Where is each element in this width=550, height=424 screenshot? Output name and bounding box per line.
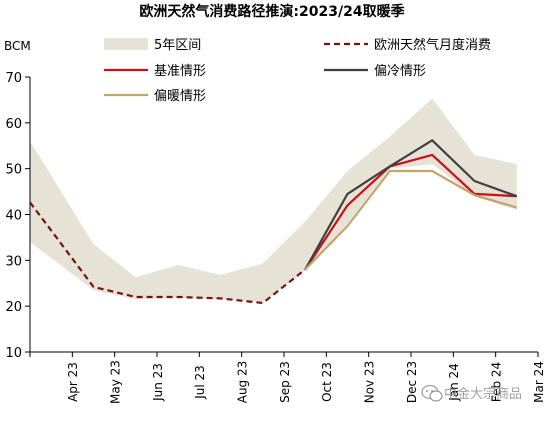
series-line-1	[304, 153, 517, 271]
y-tick-label: 60	[5, 117, 22, 132]
legend-label-1: 欧洲天然气月度消费	[374, 37, 491, 53]
x-tick-label: Aug 23	[236, 361, 250, 404]
range-band	[30, 98, 517, 303]
y-tick-label: 50	[5, 163, 22, 178]
legend-label-0: 5年区间	[154, 38, 201, 53]
legend-swatch-band	[104, 38, 148, 50]
y-tick-label: 40	[5, 209, 22, 224]
series-layer	[29, 139, 518, 305]
x-tick-label: Jan 24	[447, 363, 461, 402]
legend-label-3: 偏冷情形	[374, 64, 426, 79]
y-tick-label: 20	[5, 300, 22, 315]
x-tick-label: Oct 23	[320, 362, 334, 402]
y-tick-label: 30	[5, 254, 22, 269]
x-tick-label: Sep 23	[278, 361, 292, 403]
x-tick-label: Feb 24	[490, 362, 504, 402]
x-tick-label: Dec 23	[405, 361, 419, 403]
y-axis-label: BCM	[4, 39, 31, 53]
legend-label-2: 基准情形	[154, 64, 206, 79]
band-layer	[30, 98, 517, 303]
series-line-2	[304, 139, 518, 271]
series-line-0	[29, 201, 306, 305]
x-tick-label: Jun 23	[151, 363, 165, 402]
legend-label-4: 偏暖情形	[154, 89, 206, 104]
watermark-text: 中金大宗商品	[444, 386, 522, 402]
x-tick-label: Nov 23	[363, 361, 377, 404]
series-line-3	[304, 169, 518, 271]
x-tick-label: May 23	[109, 360, 123, 404]
x-tick-label: Apr 23	[66, 362, 80, 402]
y-tick-label: 70	[5, 71, 22, 86]
x-tick-label: Mar 24	[532, 361, 546, 403]
axes-layer: 10 20 30 40 50 60 70 Apr 23 May 23 Jun 23 Jul 23 Au…	[5, 71, 545, 404]
x-tick-label: Jul 23	[193, 365, 207, 400]
wechat-icon	[421, 384, 443, 402]
y-tick-label: 10	[5, 346, 22, 361]
watermark: 中金大宗商品	[421, 384, 522, 402]
chart-title: 欧洲天然气消费路径推演:2023/24取暖季	[139, 3, 404, 20]
